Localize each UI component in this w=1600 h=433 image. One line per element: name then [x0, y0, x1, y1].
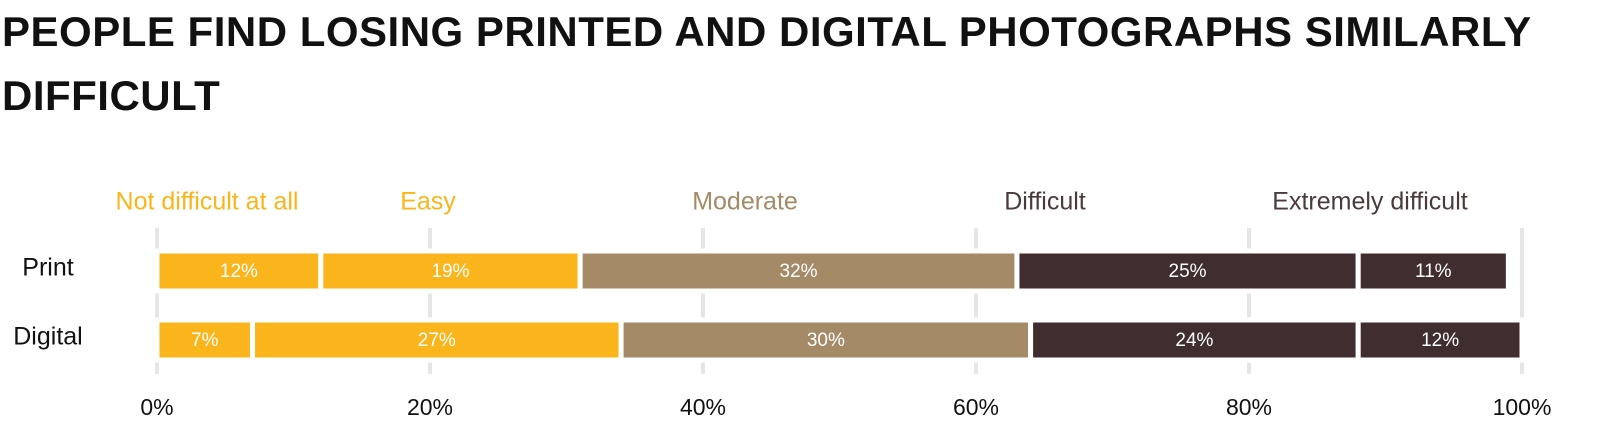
value-label: 30%: [807, 330, 845, 351]
value-label: 32%: [780, 261, 818, 282]
value-label: 19%: [431, 261, 469, 282]
legend-label: Difficult: [1004, 188, 1086, 216]
bar-segment: [154, 248, 324, 294]
value-label: 27%: [418, 330, 456, 351]
legend-label: Extremely difficult: [1272, 188, 1467, 216]
x-tick-label: 80%: [1226, 394, 1272, 420]
legend-label: Moderate: [692, 188, 798, 216]
value-label: 11%: [1415, 261, 1452, 282]
legend-label: Not difficult at all: [116, 188, 299, 216]
x-tick-label: 100%: [1493, 394, 1552, 420]
value-label: 12%: [220, 261, 258, 282]
value-label: 24%: [1175, 330, 1213, 351]
value-label: 12%: [1421, 330, 1459, 351]
x-tick-label: 40%: [680, 394, 726, 420]
value-label: 7%: [191, 330, 219, 351]
bar-segment: [1355, 317, 1525, 363]
x-tick-label: 60%: [953, 394, 999, 420]
legend-label: Easy: [400, 188, 456, 216]
category-label: Print: [22, 254, 73, 282]
bar-segment: [318, 248, 583, 294]
value-label: 25%: [1169, 261, 1207, 282]
x-tick-label: 0%: [140, 394, 173, 420]
chart-title: PEOPLE FIND LOSING PRINTED AND DIGITAL P…: [2, 8, 1531, 119]
bar-segment: [250, 317, 624, 363]
category-label: Digital: [13, 323, 82, 351]
x-tick-label: 20%: [407, 394, 453, 420]
bar-segment: [1355, 248, 1511, 294]
bar-segment: [1028, 317, 1361, 363]
